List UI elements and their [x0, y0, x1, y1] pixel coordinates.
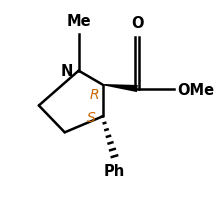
Text: Me: Me [66, 14, 91, 29]
Text: Ph: Ph [104, 164, 125, 179]
Polygon shape [102, 84, 138, 92]
Text: O: O [131, 16, 144, 31]
Text: OMe: OMe [177, 83, 214, 98]
Text: R: R [90, 88, 99, 101]
Text: S: S [87, 111, 96, 125]
Text: N: N [60, 63, 73, 79]
